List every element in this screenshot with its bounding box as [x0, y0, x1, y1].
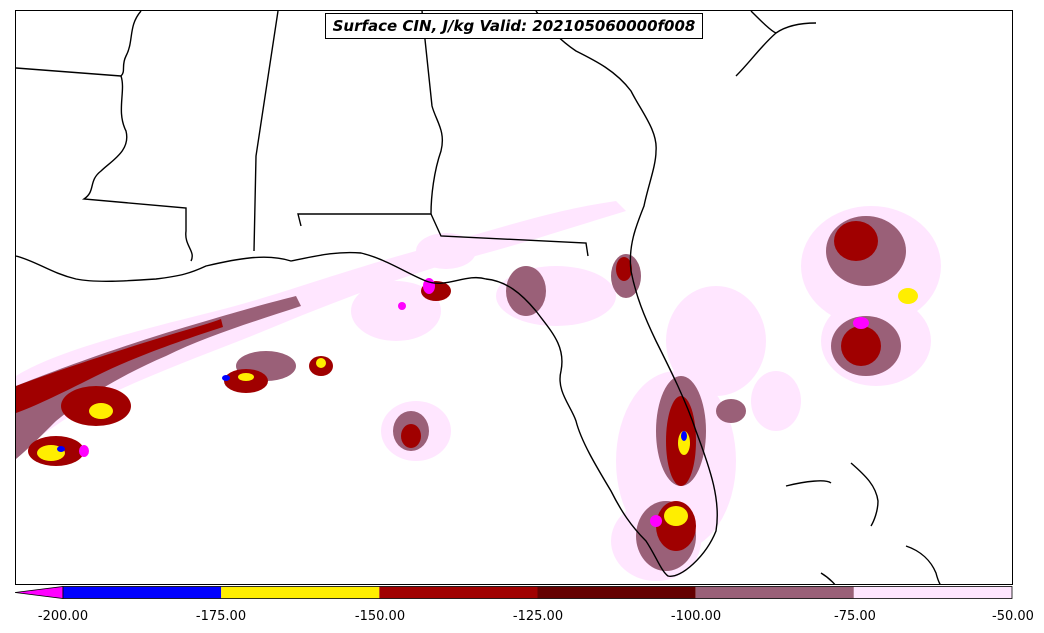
map-panel [15, 10, 1013, 585]
map-title: Surface CIN, J/kg Valid: 202105060000f00… [325, 13, 703, 39]
colorbar-bin [853, 586, 1012, 599]
colorbar-bin [379, 586, 538, 599]
cin-field-strong [16, 221, 881, 551]
colorbar-bin [537, 586, 696, 599]
colorbar-tick-label: -50.00 [992, 609, 1034, 624]
political-boundaries [16, 11, 941, 584]
colorbar-bin [63, 586, 222, 599]
colorbar-tick-label: -75.00 [834, 609, 876, 624]
cin-field-very-strong [37, 288, 918, 526]
cin-map [16, 11, 941, 584]
colorbar [15, 586, 1013, 599]
cin-field-weak [16, 201, 941, 581]
colorbar-tick-label: -150.00 [354, 609, 406, 624]
colorbar-tick-label: -200.00 [37, 609, 89, 624]
cin-field-extreme [57, 278, 869, 527]
colorbar-tick-label: -125.00 [512, 609, 564, 624]
colorbar-tick-label: -100.00 [670, 609, 722, 624]
colorbar-tick-label: -175.00 [195, 609, 247, 624]
colorbar-bin [695, 586, 854, 599]
colorbar-under-extension [15, 586, 64, 599]
colorbar-outline [62, 586, 1013, 599]
colorbar-bin [221, 586, 380, 599]
